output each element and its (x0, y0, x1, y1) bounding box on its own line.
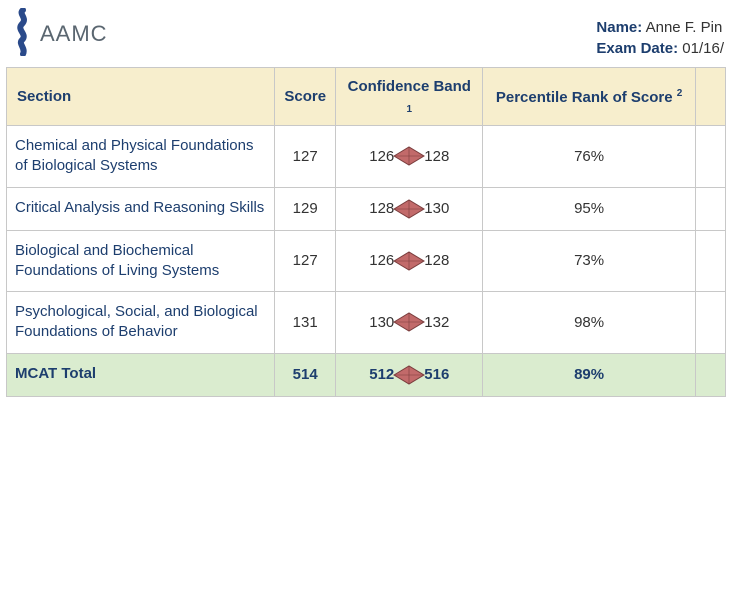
section-score: 127 (275, 126, 336, 188)
band-lo: 128 (369, 200, 394, 217)
band-lo: 126 (369, 252, 394, 269)
band-lo: 130 (369, 314, 394, 331)
extra-cell (696, 353, 726, 396)
table-row: Biological and Biochemical Foundations o… (7, 230, 726, 292)
band-hi: 128 (424, 252, 449, 269)
col-section: Section (7, 68, 275, 126)
band-lo: 512 (369, 366, 394, 383)
diamond-icon (394, 364, 424, 386)
table-row: Chemical and Physical Foundations of Bio… (7, 126, 726, 188)
caduceus-icon (8, 8, 38, 59)
percentile: 73% (483, 230, 696, 292)
col-confidence-sup: 1 (407, 104, 413, 115)
col-confidence: Confidence Band 1 (336, 68, 483, 126)
exam-date-label: Exam Date: (596, 40, 678, 57)
total-band: 512 516 (336, 353, 483, 396)
total-label: MCAT Total (7, 353, 275, 396)
confidence-band: 126 128 (336, 230, 483, 292)
extra-cell (696, 126, 726, 188)
total-percentile: 89% (483, 353, 696, 396)
table-header-row: Section Score Confidence Band 1 Percenti… (7, 68, 726, 126)
total-row: MCAT Total514 512 516 89% (7, 353, 726, 396)
col-percentile: Percentile Rank of Score 2 (483, 68, 696, 126)
diamond-icon (394, 145, 424, 167)
diamond-icon (394, 250, 424, 272)
section-name: Chemical and Physical Foundations of Bio… (7, 126, 275, 188)
score-table: Section Score Confidence Band 1 Percenti… (6, 67, 726, 397)
section-score: 129 (275, 187, 336, 230)
confidence-band: 128 130 (336, 187, 483, 230)
col-percentile-label: Percentile Rank of Score (496, 89, 673, 106)
percentile: 98% (483, 292, 696, 354)
total-score: 514 (275, 353, 336, 396)
section-name: Critical Analysis and Reasoning Skills (7, 187, 275, 230)
table-row: Psychological, Social, and Biological Fo… (7, 292, 726, 354)
extra-cell (696, 230, 726, 292)
confidence-band: 126 128 (336, 126, 483, 188)
student-meta: Name: Anne F. Pin Exam Date: 01/16/ (596, 17, 724, 59)
col-percentile-sup: 2 (677, 88, 683, 99)
percentile: 76% (483, 126, 696, 188)
band-hi: 128 (424, 148, 449, 165)
table-row: Critical Analysis and Reasoning Skills12… (7, 187, 726, 230)
extra-cell (696, 292, 726, 354)
diamond-icon (394, 311, 424, 333)
name-label: Name: (596, 19, 642, 36)
logo: AAMC (8, 8, 108, 59)
section-score: 131 (275, 292, 336, 354)
confidence-band: 130 132 (336, 292, 483, 354)
header: AAMC Name: Anne F. Pin Exam Date: 01/16/ (0, 0, 732, 65)
band-hi: 130 (424, 200, 449, 217)
band-hi: 132 (424, 314, 449, 331)
col-score: Score (275, 68, 336, 126)
percentile: 95% (483, 187, 696, 230)
band-lo: 126 (369, 148, 394, 165)
section-score: 127 (275, 230, 336, 292)
section-name: Biological and Biochemical Foundations o… (7, 230, 275, 292)
band-hi: 516 (424, 366, 449, 383)
section-name: Psychological, Social, and Biological Fo… (7, 292, 275, 354)
brand-name: AAMC (40, 21, 108, 47)
extra-cell (696, 187, 726, 230)
diamond-icon (394, 198, 424, 220)
col-confidence-label: Confidence Band (348, 78, 471, 95)
exam-date-value: 01/16/ (682, 40, 724, 57)
name-value: Anne F. Pin (646, 19, 723, 36)
col-extra (696, 68, 726, 126)
